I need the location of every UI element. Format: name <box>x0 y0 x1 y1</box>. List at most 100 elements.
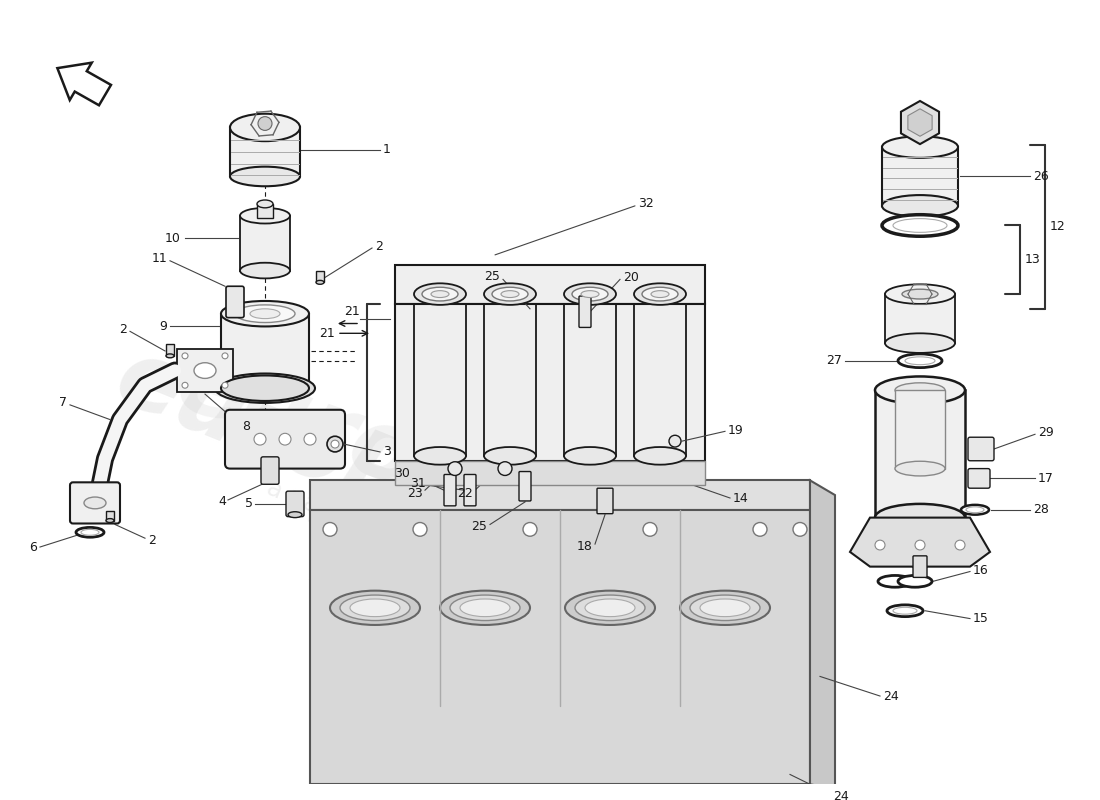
FancyBboxPatch shape <box>597 488 613 514</box>
Text: 21: 21 <box>319 327 336 340</box>
Ellipse shape <box>194 362 216 378</box>
Text: 8: 8 <box>242 420 250 433</box>
Text: 17: 17 <box>1038 472 1054 485</box>
Ellipse shape <box>214 374 315 403</box>
Text: 24: 24 <box>833 790 849 800</box>
FancyBboxPatch shape <box>226 410 345 469</box>
FancyBboxPatch shape <box>177 349 233 392</box>
Text: 6: 6 <box>29 541 37 554</box>
FancyBboxPatch shape <box>968 438 994 461</box>
Circle shape <box>182 382 188 388</box>
Text: 13: 13 <box>1025 254 1041 266</box>
Circle shape <box>498 462 512 475</box>
Text: 2: 2 <box>375 239 383 253</box>
Ellipse shape <box>484 447 536 465</box>
Text: 25: 25 <box>471 520 487 533</box>
Text: 11: 11 <box>152 252 167 266</box>
Text: since 1985: since 1985 <box>306 562 434 634</box>
FancyBboxPatch shape <box>968 469 990 488</box>
Text: 2: 2 <box>148 534 156 546</box>
Bar <box>106 510 114 521</box>
Ellipse shape <box>893 218 947 232</box>
Text: euroParts: euroParts <box>102 331 617 610</box>
Text: euroParts: euroParts <box>164 336 696 606</box>
Text: 23: 23 <box>407 486 424 500</box>
Ellipse shape <box>898 575 932 587</box>
Ellipse shape <box>905 357 935 365</box>
Ellipse shape <box>492 287 528 301</box>
Ellipse shape <box>431 290 449 298</box>
Text: 3: 3 <box>383 446 390 458</box>
FancyBboxPatch shape <box>230 127 300 177</box>
Ellipse shape <box>874 377 965 404</box>
Ellipse shape <box>450 595 520 621</box>
Circle shape <box>331 440 339 448</box>
Ellipse shape <box>961 505 989 514</box>
Ellipse shape <box>634 447 686 465</box>
Polygon shape <box>908 109 932 136</box>
Circle shape <box>644 522 657 536</box>
Text: 12: 12 <box>1050 221 1066 234</box>
Circle shape <box>874 540 886 550</box>
FancyBboxPatch shape <box>579 296 591 327</box>
Text: 27: 27 <box>826 354 842 367</box>
Ellipse shape <box>484 283 536 305</box>
Bar <box>257 204 273 218</box>
Ellipse shape <box>250 309 280 318</box>
Text: 7: 7 <box>59 397 67 410</box>
Text: 29: 29 <box>1038 426 1054 439</box>
Ellipse shape <box>882 214 958 236</box>
Circle shape <box>522 522 537 536</box>
FancyBboxPatch shape <box>913 556 927 578</box>
Circle shape <box>323 522 337 536</box>
FancyBboxPatch shape <box>70 482 120 523</box>
Circle shape <box>448 462 462 475</box>
Polygon shape <box>395 265 705 304</box>
Ellipse shape <box>166 354 174 358</box>
Circle shape <box>412 522 427 536</box>
Text: 19: 19 <box>728 424 744 437</box>
Ellipse shape <box>893 607 917 614</box>
Circle shape <box>222 382 228 388</box>
FancyBboxPatch shape <box>444 474 456 506</box>
Polygon shape <box>57 62 111 106</box>
Circle shape <box>304 434 316 445</box>
Text: 31: 31 <box>410 477 426 490</box>
Ellipse shape <box>874 504 965 531</box>
Polygon shape <box>810 480 835 789</box>
FancyBboxPatch shape <box>226 286 244 318</box>
Ellipse shape <box>288 512 302 518</box>
Ellipse shape <box>895 462 945 476</box>
Polygon shape <box>310 480 810 510</box>
Ellipse shape <box>902 289 938 299</box>
Ellipse shape <box>634 283 686 305</box>
Ellipse shape <box>642 287 678 301</box>
Ellipse shape <box>414 283 466 305</box>
Circle shape <box>754 522 767 536</box>
Bar <box>886 294 955 343</box>
Ellipse shape <box>700 599 750 617</box>
Bar <box>240 216 290 270</box>
Ellipse shape <box>414 447 466 465</box>
Circle shape <box>793 522 807 536</box>
Text: 22: 22 <box>458 486 473 500</box>
Ellipse shape <box>350 599 400 617</box>
Circle shape <box>279 434 292 445</box>
Ellipse shape <box>240 208 290 223</box>
Polygon shape <box>901 101 939 144</box>
Ellipse shape <box>581 290 600 298</box>
Ellipse shape <box>564 283 616 305</box>
Text: 2: 2 <box>119 323 126 336</box>
Text: 9: 9 <box>160 320 167 333</box>
Text: 15: 15 <box>974 612 989 625</box>
Ellipse shape <box>81 530 99 535</box>
Ellipse shape <box>76 527 104 538</box>
Ellipse shape <box>422 287 458 301</box>
Ellipse shape <box>460 599 510 617</box>
Ellipse shape <box>240 262 290 278</box>
Ellipse shape <box>898 354 942 368</box>
Text: 18: 18 <box>578 539 593 553</box>
Bar <box>895 390 945 469</box>
Text: 4: 4 <box>218 495 226 509</box>
Bar <box>395 304 705 461</box>
